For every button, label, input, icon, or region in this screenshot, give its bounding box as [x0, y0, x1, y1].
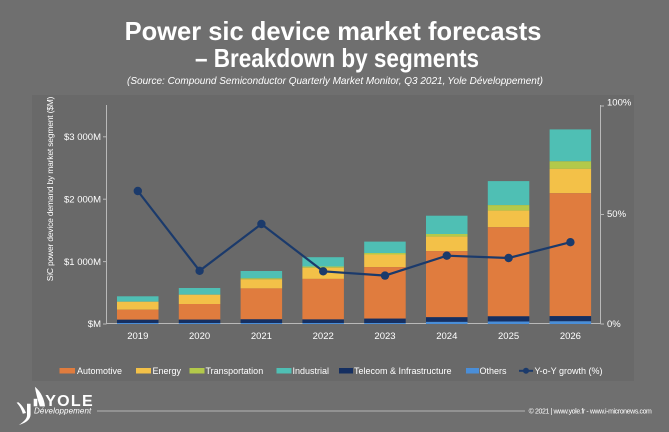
svg-text:Y-o-Y growth (%): Y-o-Y growth (%): [535, 366, 603, 376]
svg-text:$2 000M: $2 000M: [64, 194, 101, 205]
svg-text:0%: 0%: [607, 319, 621, 330]
svg-text:2020: 2020: [189, 331, 210, 342]
svg-text:Développement: Développement: [34, 406, 92, 415]
svg-text:YOLE: YOLE: [45, 393, 94, 410]
svg-text:2023: 2023: [374, 331, 395, 342]
svg-text:Telecom & Infrastructure: Telecom & Infrastructure: [354, 366, 452, 376]
svg-text:$3 000M: $3 000M: [64, 132, 101, 143]
svg-text:© 2021 | www.yole.fr - www.i-m: © 2021 | www.yole.fr - www.i-micronews.c…: [529, 408, 652, 416]
svg-text:100%: 100%: [607, 98, 632, 109]
svg-text:2026: 2026: [560, 331, 581, 342]
svg-text:Automotive: Automotive: [77, 366, 122, 376]
svg-text:$M: $M: [88, 319, 101, 330]
svg-text:2022: 2022: [313, 331, 334, 342]
svg-text:Transportation: Transportation: [206, 366, 264, 376]
svg-text:Energy: Energy: [153, 366, 182, 376]
svg-text:$1 000M: $1 000M: [64, 257, 101, 268]
svg-text:2025: 2025: [498, 331, 519, 342]
svg-text:SiC power device demand by mar: SiC power device demand by market segmen…: [45, 96, 55, 281]
svg-text:2021: 2021: [251, 331, 272, 342]
svg-text:2024: 2024: [436, 331, 457, 342]
svg-text:50%: 50%: [607, 209, 627, 220]
svg-text:Industrial: Industrial: [293, 366, 330, 376]
svg-text:2019: 2019: [127, 331, 148, 342]
svg-text:Others: Others: [480, 366, 508, 376]
